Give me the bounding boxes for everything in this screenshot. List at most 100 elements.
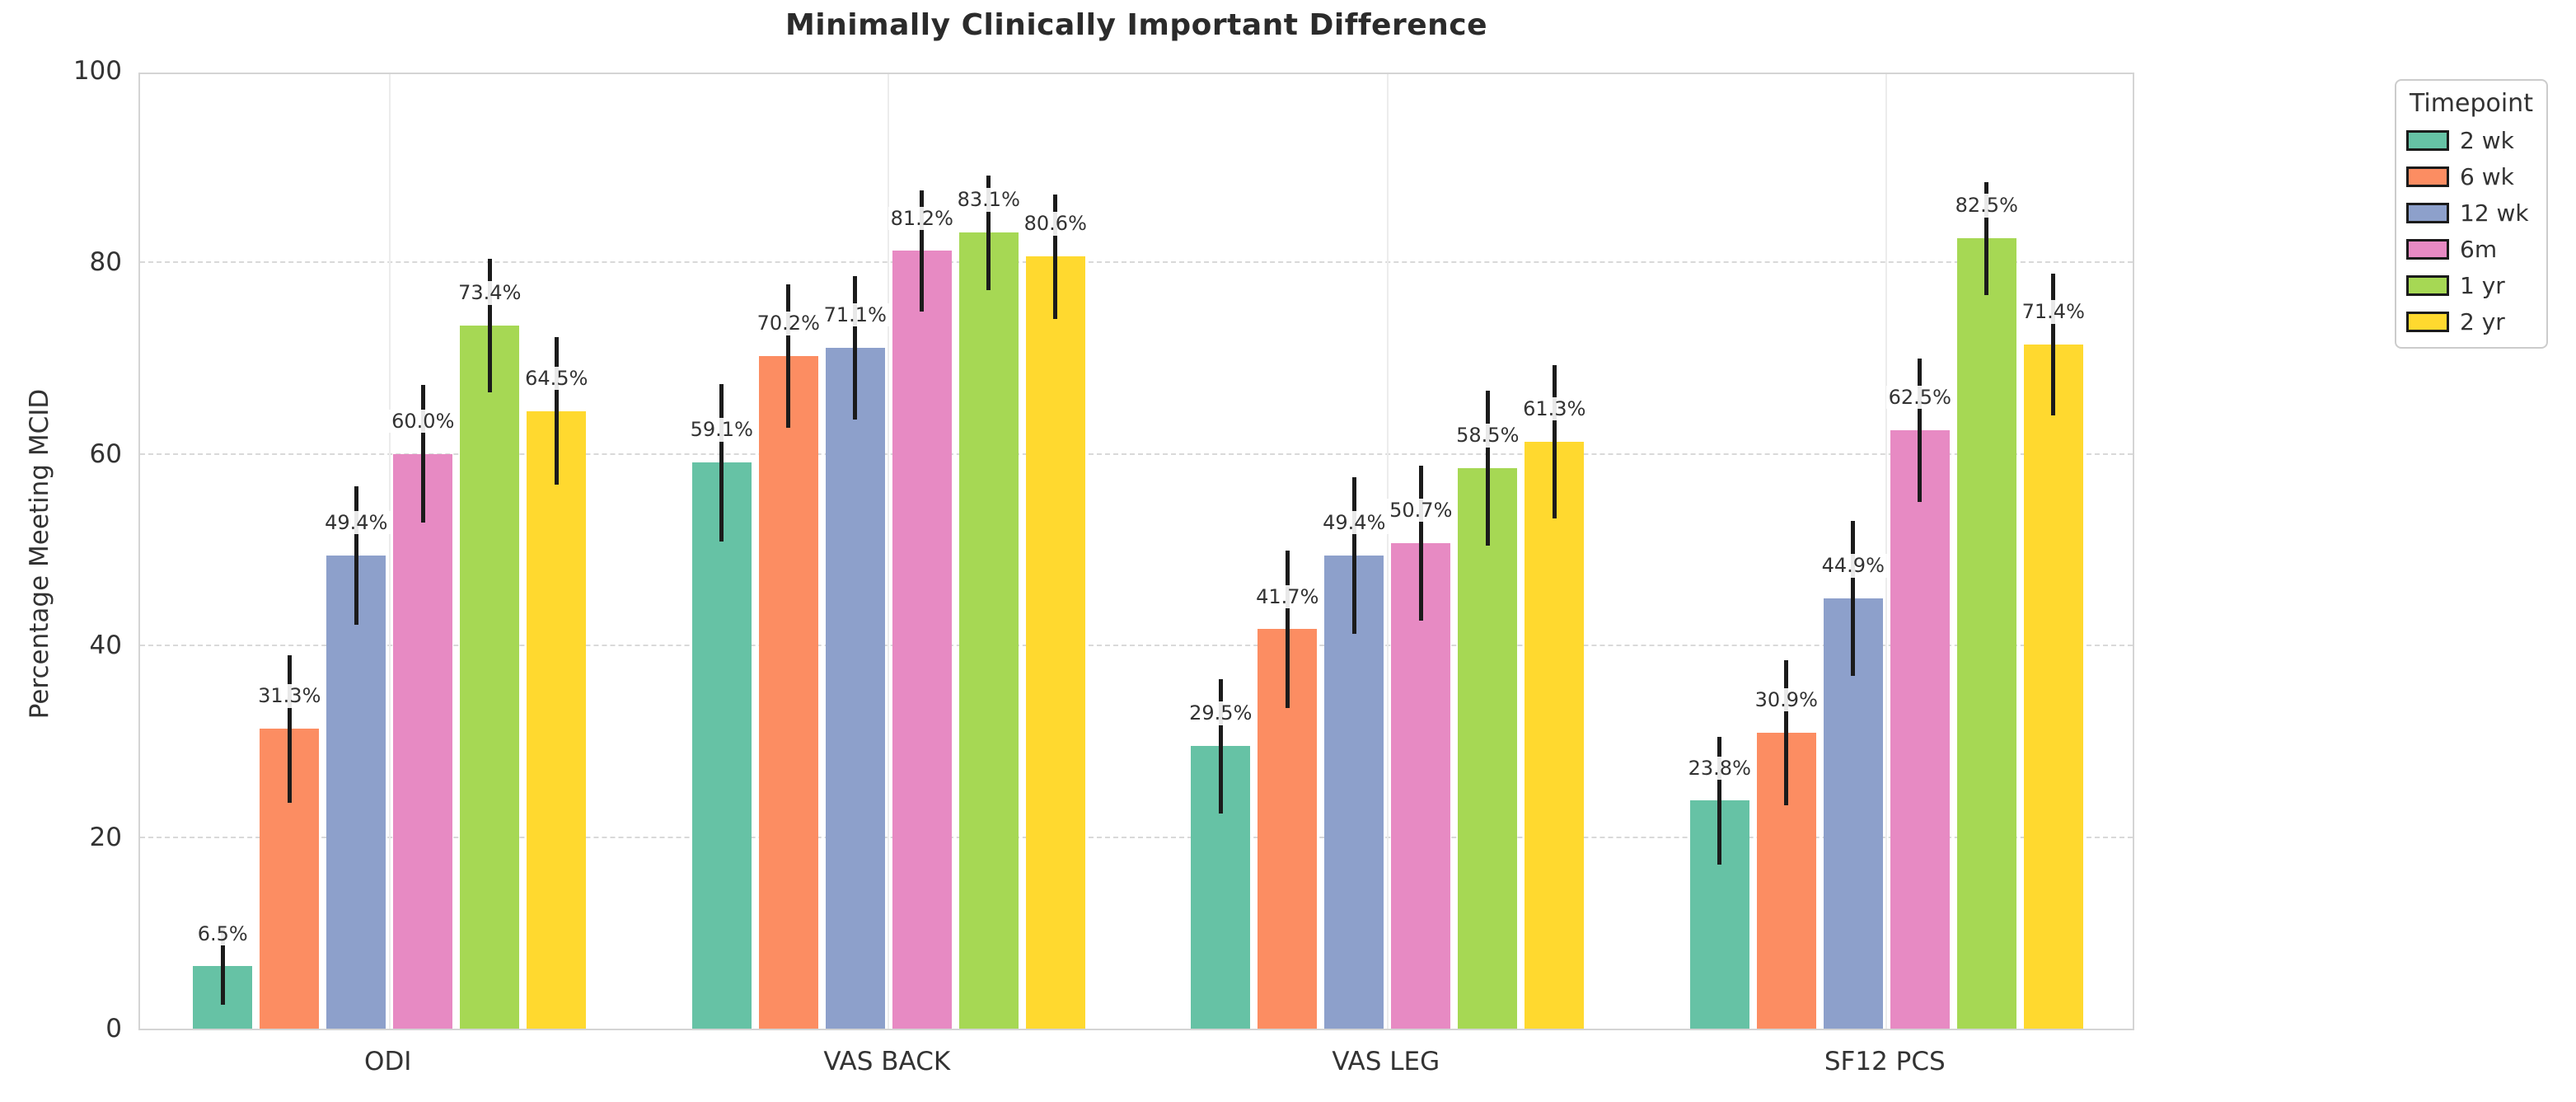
error-bar: [554, 337, 559, 485]
legend-item: 2 wk: [2406, 127, 2536, 154]
error-bar: [487, 258, 492, 393]
legend-item-label: 6 wk: [2460, 163, 2514, 190]
gridline-horizontal: [140, 261, 2133, 264]
bar-2wk-VASBACK: [691, 462, 752, 1029]
error-bar: [1285, 551, 1290, 708]
error-bar: [1784, 659, 1789, 806]
bar-value-label: 44.9%: [1819, 554, 1887, 578]
x-tick-label: SF12 PCS: [1824, 1047, 1946, 1076]
plot-area: 6.5% 31.3% 49.4% 60.0% 73.4% 64.5% 59.1% 70.2% 7…: [138, 73, 2134, 1030]
y-tick-label: 40: [89, 631, 122, 661]
gridline-vertical: [1386, 74, 1389, 1029]
bar-value-label: 71.1%: [821, 302, 889, 327]
error-bar: [354, 486, 358, 625]
bar-value-label: 80.6%: [1021, 212, 1089, 236]
bar-6wk-VASBACK: [758, 356, 818, 1029]
gridline-vertical: [388, 74, 391, 1029]
bar-value-label: 29.5%: [1187, 701, 1255, 725]
bar-6m-SF12PCS: [1890, 429, 1950, 1029]
error-bar: [2051, 274, 2056, 416]
legend-item-label: 1 yr: [2460, 272, 2505, 299]
y-tick-label: 20: [89, 822, 122, 852]
bar-value-label: 23.8%: [1685, 756, 1754, 780]
error-bar: [1851, 521, 1856, 677]
legend: Timepoint 2 wk 6 wk 12 wk 6m 1 yr 2 yr: [2395, 79, 2548, 349]
bar-1yr-ODI: [460, 326, 520, 1029]
error-bar: [1218, 678, 1223, 814]
legend-item: 12 wk: [2406, 199, 2536, 227]
y-tick-label: 80: [89, 247, 122, 278]
legend-item: 1 yr: [2406, 272, 2536, 299]
legend-item: 6 wk: [2406, 163, 2536, 190]
bar-1yr-VASBACK: [958, 232, 1019, 1029]
bar-value-label: 70.2%: [754, 312, 822, 335]
bar-value-label: 82.5%: [1952, 194, 2021, 218]
x-tick-label: VAS LEG: [1332, 1047, 1440, 1076]
bar-value-label: 6.5%: [194, 921, 251, 945]
bar-value-label: 31.3%: [255, 684, 324, 708]
bar-value-label: 73.4%: [456, 281, 524, 305]
gridline-horizontal: [140, 453, 2133, 455]
x-tick-label: VAS BACK: [823, 1047, 951, 1076]
error-bar: [287, 654, 292, 803]
bar-2yr-VASLEG: [1525, 441, 1585, 1029]
legend-swatch-2yr: [2406, 312, 2449, 332]
y-tick-label: 60: [89, 438, 122, 469]
y-tick-label: 100: [73, 56, 122, 86]
error-bar: [420, 385, 425, 523]
error-bar: [1485, 391, 1490, 546]
legend-swatch-12wk: [2406, 203, 2449, 223]
error-bar: [1717, 736, 1722, 865]
legend-item: 2 yr: [2406, 308, 2536, 335]
error-bar: [853, 275, 858, 420]
bar-value-label: 50.7%: [1387, 498, 1455, 523]
gridline-vertical: [1885, 74, 1888, 1029]
bar-value-label: 71.4%: [2019, 300, 2087, 324]
bar-value-label: 62.5%: [1885, 385, 1954, 410]
bar-12wk-VASLEG: [1324, 555, 1384, 1029]
bar-value-label: 81.2%: [888, 206, 956, 230]
bar-1yr-SF12PCS: [1956, 238, 2016, 1029]
bar-value-label: 49.4%: [1320, 511, 1389, 535]
bar-2yr-SF12PCS: [2023, 345, 2083, 1029]
bar-value-label: 49.4%: [322, 511, 391, 535]
error-bar: [920, 190, 925, 312]
bar-value-label: 58.5%: [1454, 424, 1522, 448]
gridline-horizontal: [140, 645, 2133, 647]
error-bar: [1918, 358, 1923, 502]
legend-item-label: 2 yr: [2460, 308, 2505, 335]
error-bar: [1053, 194, 1058, 319]
legend-swatch-1yr: [2406, 275, 2449, 296]
bar-value-label: 30.9%: [1752, 688, 1820, 712]
bar-6m-VASLEG: [1391, 542, 1451, 1029]
bar-12wk-VASBACK: [825, 347, 885, 1029]
legend-title: Timepoint: [2410, 89, 2533, 118]
bar-value-label: 59.1%: [687, 418, 756, 442]
error-bar: [1351, 476, 1356, 635]
legend-items: 2 wk 6 wk 12 wk 6m 1 yr 2 yr: [2406, 127, 2536, 335]
legend-item-label: 12 wk: [2460, 199, 2529, 227]
error-bar: [1552, 364, 1557, 518]
bar-6m-ODI: [393, 453, 453, 1029]
legend-item-label: 2 wk: [2460, 127, 2514, 154]
bar-2yr-VASBACK: [1025, 256, 1085, 1029]
error-bar: [986, 175, 991, 291]
legend-item: 6m: [2406, 236, 2536, 263]
x-tick-label: ODI: [364, 1047, 412, 1076]
bar-value-label: 60.0%: [389, 409, 457, 434]
bar-6m-VASBACK: [892, 251, 952, 1029]
legend-swatch-6wk: [2406, 166, 2449, 187]
error-bar: [1418, 465, 1423, 621]
bar-12wk-ODI: [326, 555, 386, 1029]
gridline-vertical: [888, 74, 890, 1029]
gridline-horizontal: [140, 836, 2133, 838]
error-bar: [1984, 181, 1989, 295]
y-axis-label: Percentage Meeting MCID: [25, 388, 54, 720]
bar-value-label: 41.7%: [1253, 584, 1322, 608]
bar-2yr-ODI: [527, 410, 587, 1029]
bar-1yr-VASLEG: [1458, 468, 1518, 1029]
legend-swatch-6m: [2406, 239, 2449, 260]
bar-value-label: 64.5%: [522, 366, 591, 390]
error-bar: [719, 383, 724, 542]
chart-title: Minimally Clinically Important Differenc…: [785, 8, 1488, 42]
